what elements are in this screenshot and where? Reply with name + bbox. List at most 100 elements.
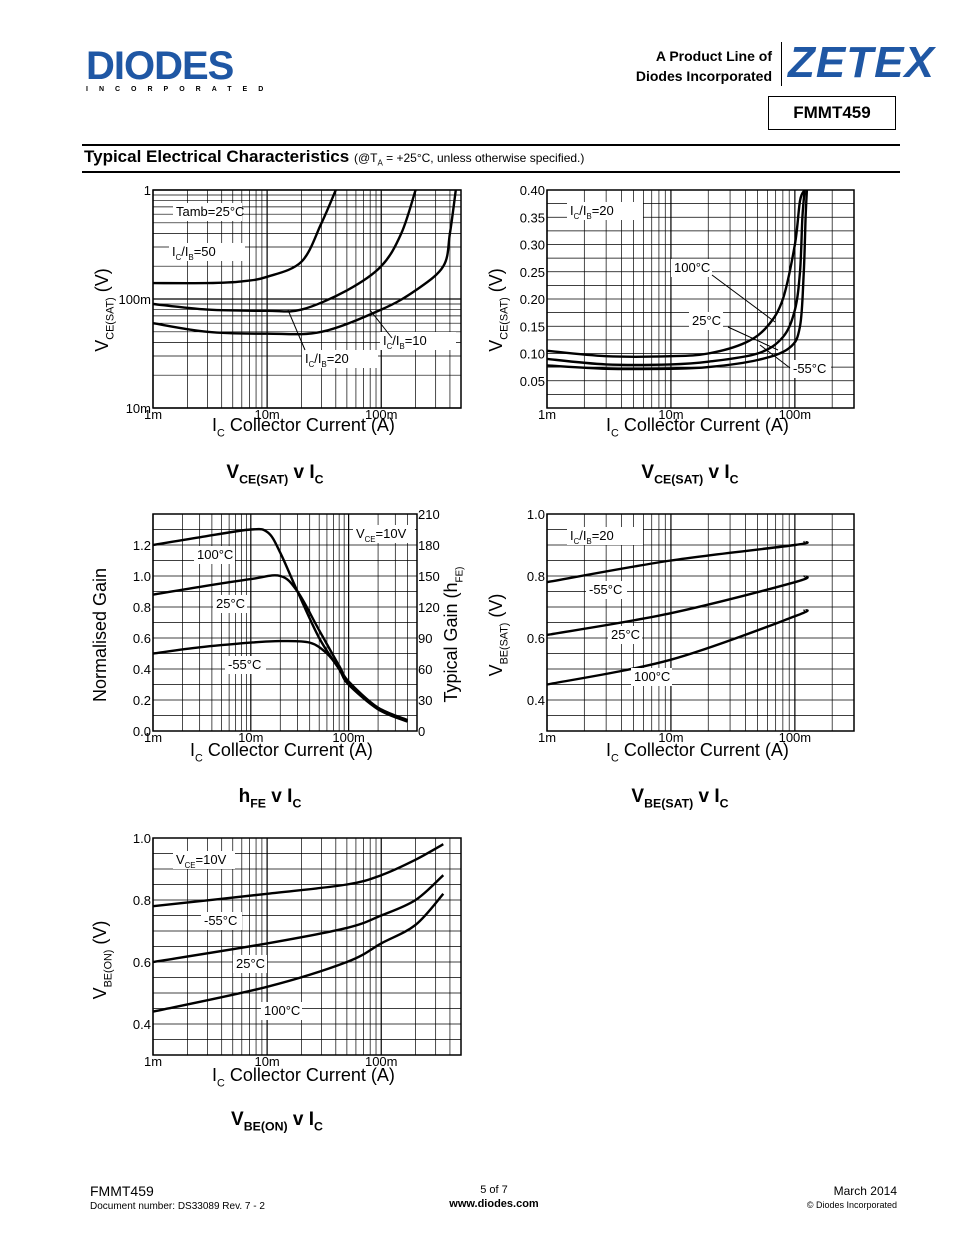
annotation-label: IC/IB=20 [305, 351, 349, 369]
x-tick-label: 10m [254, 407, 279, 422]
series-line-3 [546, 608, 809, 686]
y-tick-label: 1.2 [133, 538, 151, 553]
y-right-tick-label: 120 [418, 600, 440, 615]
series-line-1 [152, 189, 337, 285]
y-right-tick-label: 180 [418, 538, 440, 553]
chart-frame [546, 189, 855, 409]
y-tick-label: 0.4 [527, 693, 545, 708]
annotation-label: IC/IB=20 [570, 528, 614, 546]
chart-5: 1m 10m 100m 0.4 0.6 0.8 1.0 IC Collector Curren… [90, 831, 462, 1134]
y-right-tick-label: 150 [418, 569, 440, 584]
y-tick-label: 0.10 [520, 347, 545, 362]
y-right-tick-label: 30 [418, 693, 432, 708]
condition-suffix: = +25°C, unless otherwise specified.) [382, 151, 585, 165]
y-axis-label: VCE(SAT) (V) [92, 268, 116, 351]
annotation-label: VCE=10V [176, 852, 227, 870]
chart-2: 1m 10m 100m 0.05 0.10 0.15 0.20 0.25 0.30 0.35 0.4… [486, 183, 855, 487]
annotation-label: Tamb=25°C [176, 204, 244, 219]
annotation-label-bg [380, 332, 456, 350]
x-tick-label: 1m [144, 730, 162, 745]
x-axis-label: IC Collector Current (A) [212, 1065, 395, 1089]
header-divider [781, 42, 782, 86]
chart-grid [152, 513, 418, 732]
x-tick-label: 10m [658, 730, 683, 745]
y-tick-label: 1.0 [133, 831, 151, 846]
y-tick-label: 100m [118, 292, 151, 307]
condition-prefix: (@T [353, 151, 378, 165]
y-tick-label: 0.6 [527, 631, 545, 646]
section-rule-bottom [82, 171, 900, 173]
y-tick-label: 0.8 [133, 893, 151, 908]
series-line-2 [546, 574, 809, 637]
y-tick-label: 0.15 [520, 319, 545, 334]
series-line-1 [152, 843, 444, 908]
footer-page: 5 of 7 [480, 1184, 508, 1196]
y-axis-label: Normalised Gain [90, 568, 110, 702]
y-axis-label: VBE(ON) (V) [90, 921, 114, 1000]
series-label: 25°C [611, 627, 640, 642]
annotation-label-bg [169, 243, 245, 261]
x-tick-label: 100m [779, 730, 812, 745]
x-axis-label: IC Collector Current (A) [212, 415, 395, 439]
part-number-box: FMMT459 [768, 96, 896, 130]
annotation-label-bg [567, 202, 643, 220]
product-line-1: A Product Line of [655, 48, 772, 64]
leader-line [711, 274, 776, 323]
series-label: 25°C [236, 956, 265, 971]
product-line-2: Diodes Incorporated [635, 68, 772, 84]
series-line-1 [546, 540, 809, 584]
chart-caption: VCE(SAT) v IC​ [226, 462, 323, 487]
series-label: -55°C [793, 361, 826, 376]
series-label: -55°C [228, 657, 261, 672]
chart-caption: hFE v IC​ [239, 786, 302, 811]
y-right-tick-label: 0 [418, 724, 425, 739]
x-tick-label: 100m [365, 407, 398, 422]
footer-right: March 2014 © Diodes Incorporated [807, 1184, 897, 1212]
series-line-2 [546, 189, 806, 367]
series-label-bg [689, 312, 723, 330]
y-tick-label: 1.0 [133, 569, 151, 584]
series-label-bg [261, 1002, 302, 1020]
series-label: 100°C [264, 1003, 300, 1018]
footer-website[interactable]: www.diodes.com [449, 1198, 539, 1210]
y-tick-label: 0.40 [520, 183, 545, 198]
section-title-text: Typical Electrical Characteristics [84, 147, 350, 166]
x-axis-label: IC Collector Current (A) [606, 740, 789, 764]
y-axis-label: VCE(SAT) (V) [486, 268, 510, 351]
series-label-bg [225, 656, 266, 674]
x-tick-label: 100m [365, 1054, 398, 1069]
series-line-2 [152, 874, 445, 964]
y-tick-label: 0.8 [133, 600, 151, 615]
diodes-logo: DIODES INCORPORATED [86, 46, 263, 96]
y-tick-label: 1 [144, 183, 151, 198]
series-line-3 [152, 189, 457, 336]
y-tick-label: 0.4 [133, 1017, 151, 1032]
series-label-bg [213, 595, 247, 613]
annotation-label: VCE=10V [356, 526, 407, 544]
series-line-3 [152, 639, 408, 723]
y-axis-label-right: Typical Gain (hFE)​ [441, 567, 465, 703]
series-label: -55°C [204, 913, 237, 928]
y-tick-label: 0.6 [133, 631, 151, 646]
x-tick-label: 10m [254, 1054, 279, 1069]
footer-part: FMMT459 [90, 1183, 154, 1199]
annotation-label-bg [302, 350, 378, 368]
chart-frame [152, 513, 418, 732]
series-label-bg [201, 912, 242, 930]
y-tick-label: 0.35 [520, 210, 545, 225]
y-right-tick-label: 210 [418, 507, 440, 522]
y-tick-label: 0.05 [520, 374, 545, 389]
y-tick-label: 0.0 [133, 724, 151, 739]
chart-frame [152, 189, 462, 409]
chart-3: 1m 10m 100m 0.0 0.2 0.4 0.6 0.8 1.0 1.2 0 30 60 90 120… [90, 507, 465, 811]
series-label: 100°C [674, 260, 710, 275]
footer-doc-number: Document number: DS33089 Rev. 7 - 2 [90, 1201, 265, 1212]
y-tick-label: 0.30 [520, 238, 545, 253]
footer-left: FMMT459 Document number: DS33089 Rev. 7 … [90, 1183, 265, 1215]
annotation-label: IC/IB=10 [383, 333, 427, 351]
chart-frame [152, 837, 462, 1056]
series-line-3 [152, 893, 445, 1013]
x-tick-label: 1m [538, 730, 556, 745]
leader-line [759, 344, 791, 369]
